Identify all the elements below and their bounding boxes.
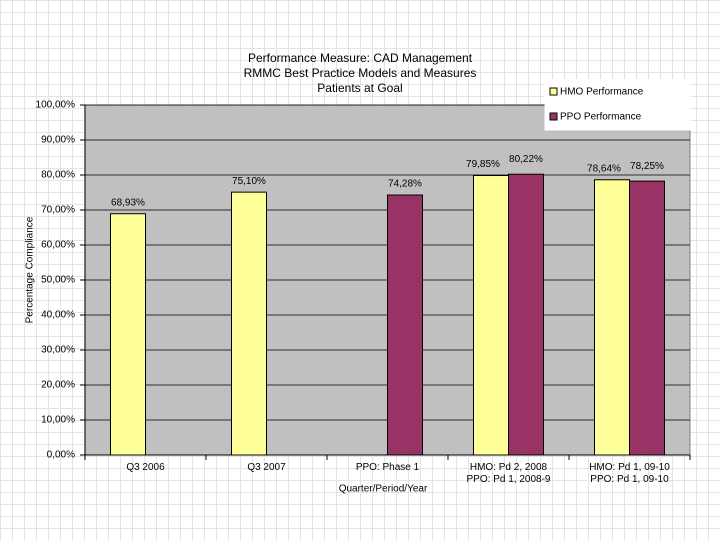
y-tick-label: 40,00% [41, 310, 75, 321]
legend-swatch [549, 112, 558, 121]
y-tick-label: 20,00% [41, 380, 75, 391]
y-tick-label: 30,00% [41, 345, 75, 356]
data-label: 68,93% [111, 197, 145, 208]
y-tick-label: 90,00% [41, 135, 75, 146]
data-label: 75,10% [232, 176, 266, 187]
chart-title: Performance Measure: CAD Management RMMC… [243, 51, 477, 95]
y-tick-label: 0,00% [47, 450, 75, 461]
legend-label: HMO Performance [560, 87, 644, 98]
x-tick-label: Q3 2006 [126, 462, 165, 473]
y-tick-label: 10,00% [41, 415, 75, 426]
y-axis-label: Percentage Compliance [25, 216, 36, 323]
y-tick-label: 100,00% [36, 100, 76, 111]
data-label: 74,28% [388, 179, 422, 190]
x-tick-label: Q3 2007 [247, 462, 286, 473]
data-label: 80,22% [509, 154, 543, 165]
bar [110, 213, 146, 456]
x-tick-label: HMO: Pd 1, 09-10 PPO: Pd 1, 09-10 [589, 462, 670, 485]
bar [231, 191, 267, 456]
x-tick-label: HMO: Pd 2, 2008 PPO: Pd 1, 2008-9 [466, 462, 551, 485]
x-axis-label: Quarter/Period/Year [339, 484, 428, 495]
x-tick-label: PPO: Phase 1 [355, 462, 420, 473]
legend-label: PPO Performance [560, 112, 642, 123]
bar [629, 180, 665, 456]
y-tick-label: 50,00% [41, 275, 75, 286]
legend-swatch [549, 87, 558, 96]
data-label: 78,25% [630, 161, 664, 172]
bar [387, 194, 423, 456]
data-label: 78,64% [587, 163, 621, 174]
bar [594, 179, 630, 456]
y-tick-label: 60,00% [41, 240, 75, 251]
data-label: 79,85% [466, 159, 500, 170]
y-tick-label: 80,00% [41, 170, 75, 181]
bar [508, 173, 544, 456]
bar [473, 175, 509, 456]
legend [544, 79, 691, 131]
y-tick-label: 70,00% [41, 205, 75, 216]
